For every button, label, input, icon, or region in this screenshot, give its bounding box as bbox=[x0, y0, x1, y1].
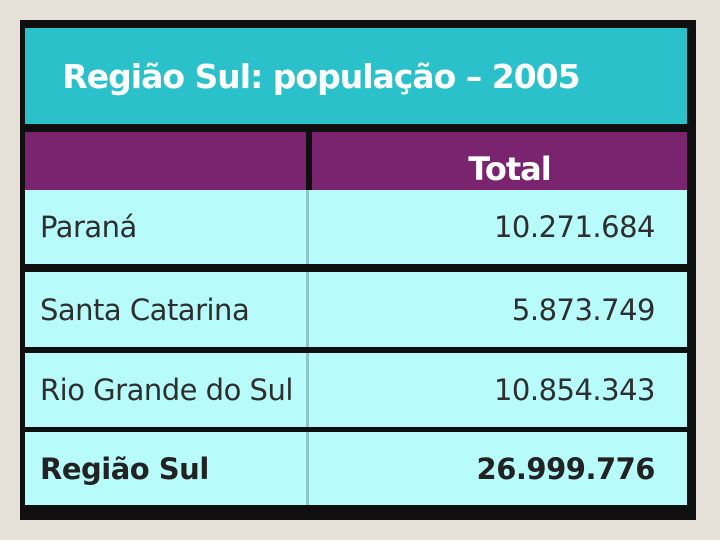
table-title: Região Sul: população – 2005 bbox=[62, 56, 580, 96]
table-row: Paraná 10.271.684 bbox=[25, 190, 687, 264]
state-name: Santa Catarina bbox=[40, 292, 250, 327]
table-row: Rio Grande do Sul 10.854.343 bbox=[25, 353, 687, 427]
column-divider bbox=[306, 353, 309, 427]
column-divider bbox=[306, 272, 309, 347]
title-bar: Região Sul: população – 2005 bbox=[25, 28, 687, 124]
table-row: Santa Catarina 5.873.749 bbox=[25, 272, 687, 347]
population-value: 5.873.749 bbox=[511, 292, 656, 327]
table-row-total: Região Sul 26.999.776 bbox=[25, 432, 687, 505]
state-name: Rio Grande do Sul bbox=[40, 373, 293, 407]
population-value: 10.271.684 bbox=[493, 210, 656, 244]
region-total-value: 26.999.776 bbox=[476, 451, 656, 486]
region-name: Região Sul bbox=[40, 451, 209, 486]
table-frame: Região Sul: população – 2005 Total Paran… bbox=[20, 20, 696, 520]
state-name: Paraná bbox=[40, 210, 137, 244]
population-value: 10.854.343 bbox=[493, 373, 656, 407]
column-divider bbox=[306, 432, 309, 505]
header-total-label: Total bbox=[468, 149, 551, 188]
column-divider bbox=[306, 190, 309, 264]
